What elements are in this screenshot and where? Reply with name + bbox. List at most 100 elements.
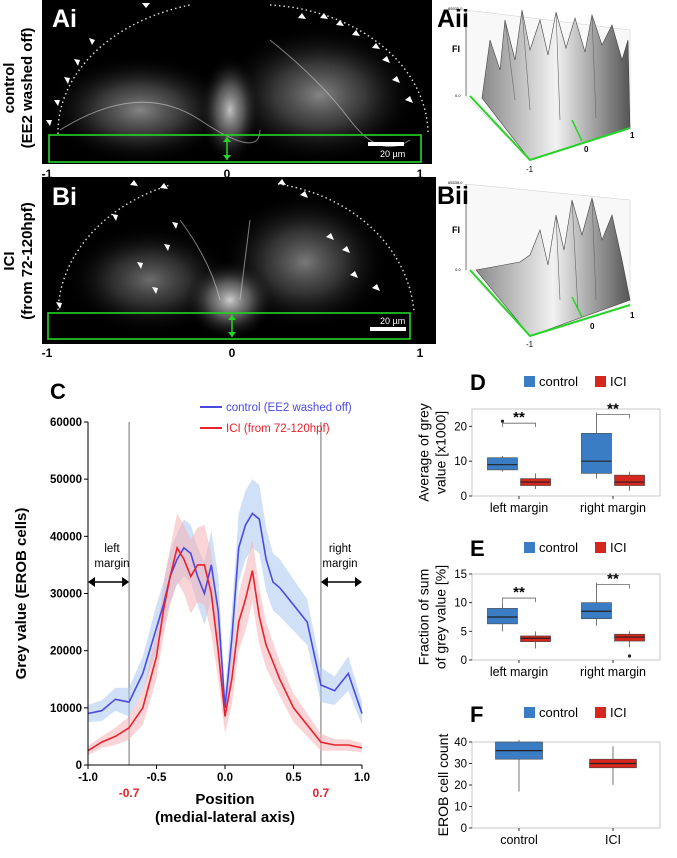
aii-max: 65535.0 (448, 6, 463, 11)
right-margin-label: right (329, 543, 352, 555)
legend-label-ici: ICI (from 72-120hpf) (226, 423, 330, 435)
highlight-tick-c: 0.7 (313, 786, 330, 800)
panel-label-bi: Bi (52, 183, 77, 211)
y-axis-label-f: EROB cell count (435, 734, 451, 837)
y-axis-label-e: of grey value [%] (433, 565, 449, 669)
legend-swatch-ici (595, 707, 606, 718)
ytick-label: 0 (461, 823, 467, 835)
bii-tick-1: 1 (630, 311, 635, 320)
row-a-label: control (EE2 washed off) (1, 28, 36, 149)
line-ici (87, 545, 363, 752)
xtick-label: right margin (580, 665, 646, 679)
box-iqr (487, 608, 518, 625)
ytick-label-c: 50000 (50, 474, 82, 486)
legend-label-control: control (539, 540, 578, 555)
xtick-label-c: -0.5 (147, 772, 167, 784)
aii-tick-neg1: -1 (526, 165, 534, 174)
significance-bracket (502, 422, 536, 428)
box-control-1 (581, 412, 612, 479)
chart-d: 0 10 20 left margin right margin ** ** control I… (416, 374, 661, 515)
y-axis-label-d: Average of grey (416, 403, 432, 502)
legend-label-control: control (539, 705, 578, 720)
box-ici-1 (614, 631, 645, 658)
roi-box-ai (48, 134, 422, 163)
ytick-label: 40 (454, 737, 467, 749)
box-ici-0 (520, 631, 551, 649)
ytick-label: 10 (454, 456, 467, 468)
highlight-tick-c: -0.7 (119, 786, 140, 800)
box-ici-0 (589, 746, 637, 785)
bii-min: 0.0 (455, 267, 461, 272)
ai-tick-neg1: -1 (42, 167, 53, 181)
ytick-label: 5 (461, 626, 467, 638)
bi-tick-neg1: -1 (42, 346, 53, 360)
x-axis-label-c: (medial-lateral axis) (155, 809, 295, 826)
legend-swatch-control (524, 707, 535, 718)
row-b-label: ICI (from 72-120hpf) (1, 202, 36, 320)
chart-c: 0 10000 20000 30000 40000 50000 60000 -1.0 -0.5 0… (13, 402, 370, 826)
roi-box-bi (47, 312, 411, 340)
significance-label: ** (607, 400, 619, 417)
arrowheads-bi (56, 179, 380, 309)
y-axis-label-e: Fraction of sum (416, 569, 432, 665)
bii-tick-0: 0 (590, 322, 595, 331)
box-control-1 (581, 582, 612, 626)
ytick-label-c: 60000 (50, 417, 82, 429)
panel-label-d: D (470, 370, 486, 395)
row-a-label-line2: (EE2 washed off) (19, 28, 36, 149)
xtick-label: left margin (490, 665, 548, 679)
scale-bar-ai: 20 µm (380, 149, 405, 159)
band-ici (88, 513, 362, 756)
ytick-label: 20 (454, 421, 467, 433)
legend-label-control: control (EE2 washed off) (226, 402, 352, 414)
legend-swatch-ici (595, 542, 606, 553)
xtick-label: left margin (490, 501, 548, 515)
band-control (88, 479, 362, 725)
surface-plot-bii: FI 65535.0 0.0 -1 0 1 (448, 180, 635, 349)
ytick-label-c: 30000 (50, 589, 82, 601)
right-margin-label: margin (322, 558, 357, 570)
ytick-label: 0 (461, 491, 467, 503)
bii-max: 65535.0 (448, 180, 463, 185)
row-a-label-line1: control (1, 63, 18, 114)
legend-swatch-ici (595, 376, 606, 387)
panel-label-c: C (50, 379, 66, 404)
box-iqr (581, 433, 612, 474)
box-control-0 (487, 419, 518, 472)
box-iqr (487, 457, 518, 471)
xtick-label: ICI (605, 833, 621, 847)
box-control-0 (487, 602, 518, 632)
bi-tick-1: 1 (417, 346, 424, 360)
xtick-label-c: -1.0 (78, 772, 98, 784)
panel-label-ai: Ai (52, 5, 77, 33)
micrograph-bi-axis: -1 0 1 (42, 346, 424, 360)
ai-tick-1: 1 (417, 167, 424, 181)
micrograph-ai-axis: -1 0 1 (42, 167, 424, 181)
significance-label: ** (513, 409, 525, 426)
outlier-point (627, 654, 632, 658)
chart-e: 0 5 10 15 left margin right margin ** ** control… (416, 540, 661, 679)
panel-label-aii: Aii (437, 5, 469, 33)
bii-fi-label: FI (452, 225, 460, 235)
left-margin-label: margin (94, 558, 129, 570)
row-b-label-line1: ICI (1, 251, 18, 270)
xtick-label: control (500, 833, 538, 847)
ytick-label: 30 (454, 759, 467, 771)
left-margin-label: left (104, 543, 120, 555)
row-b-label-line2: (from 72-120hpf) (19, 202, 36, 320)
bi-tick-0: 0 (229, 346, 236, 360)
surface-plot-aii: FI 65535.0 0.0 -1 0 1 (432, 0, 677, 174)
ytick-label-c: 40000 (50, 531, 82, 543)
x-axis-label-c: Position (195, 791, 254, 808)
ytick-label-c: 20000 (50, 646, 82, 658)
box-ici-0 (520, 473, 551, 490)
ytick-label: 20 (454, 780, 467, 792)
scale-bar-bi: 20 µm (380, 316, 405, 326)
box-iqr (614, 474, 645, 486)
legend-swatch-control (524, 542, 535, 553)
ai-tick-0: 0 (224, 167, 231, 181)
significance-bracket (502, 597, 536, 603)
ytick-label-c: 10000 (50, 703, 82, 715)
aii-fi-label: FI (452, 44, 460, 54)
